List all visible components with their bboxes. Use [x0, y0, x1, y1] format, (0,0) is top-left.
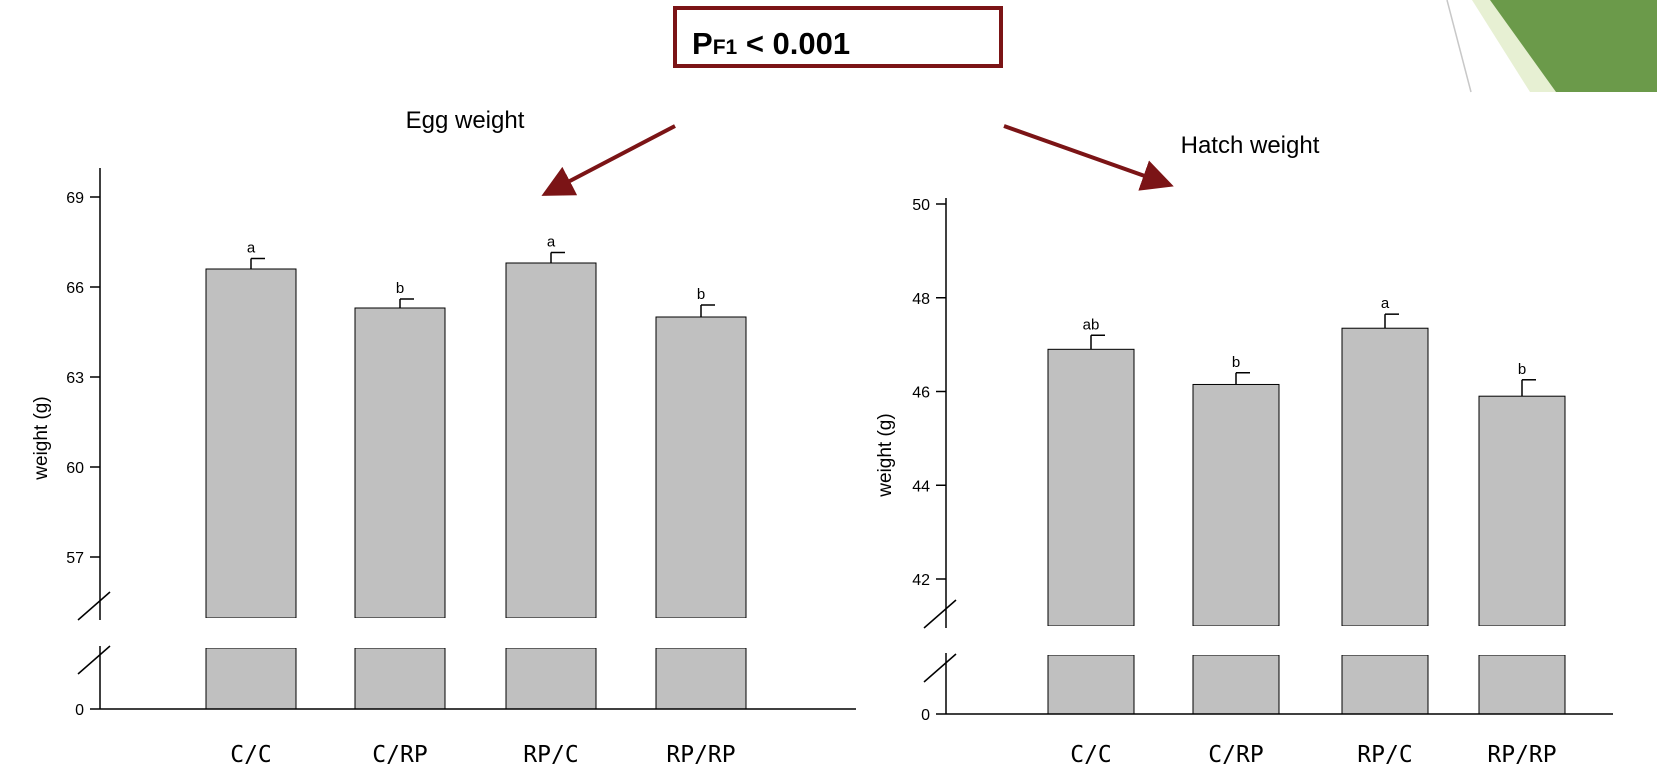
y-tick-label: 69 — [66, 190, 84, 207]
bar-lower-segment — [1341, 654, 1429, 715]
bar — [1047, 348, 1135, 627]
axis-break-mark — [77, 645, 111, 675]
bar — [655, 316, 747, 619]
y-tick-label: 50 — [912, 197, 930, 214]
y-tick-label: 66 — [66, 280, 84, 297]
bar-lower-segment — [354, 647, 446, 710]
bar — [505, 262, 597, 619]
bar — [1478, 395, 1566, 627]
significance-label: b — [1518, 361, 1526, 378]
y-axis-label: weight (g) — [875, 413, 896, 497]
p-value-box — [673, 6, 1003, 68]
p-value-label: PF1 < 0.001 — [692, 26, 850, 62]
bar — [354, 307, 446, 619]
axis-break-gap — [654, 618, 748, 648]
category-label: C/C — [1070, 742, 1112, 768]
axis-break-gap — [1046, 626, 1136, 655]
category-label: C/RP — [372, 742, 427, 768]
category-label: C/C — [230, 742, 272, 768]
category-label: RP/RP — [666, 742, 735, 768]
arrow-to-hatch-weight — [1003, 124, 1174, 191]
axis-break-gap — [1340, 626, 1430, 655]
category-label: RP/RP — [1487, 742, 1556, 768]
y-tick-label: 44 — [912, 478, 930, 495]
significance-label: a — [1381, 295, 1390, 312]
axis-break-gap — [353, 618, 447, 648]
chart-title: Egg weight — [406, 107, 525, 134]
axis-break-gap — [204, 618, 298, 648]
corner-divider-line — [1446, 0, 1472, 93]
bar — [1192, 383, 1280, 627]
p-subscript: F1 — [712, 36, 738, 59]
significance-label: b — [396, 280, 404, 297]
bar-lower-segment — [1192, 654, 1280, 715]
category-label: C/RP — [1208, 742, 1263, 768]
axis-break-mark — [77, 591, 111, 621]
bar-lower-segment — [205, 647, 297, 710]
y-tick-label: 42 — [912, 572, 930, 589]
bar-lower-segment — [1047, 654, 1135, 715]
y-tick-label: 0 — [75, 702, 84, 719]
y-axis-break-gap — [80, 620, 110, 646]
axis-break-gap — [504, 618, 598, 648]
y-tick-label: 60 — [66, 460, 84, 477]
significance-label: a — [547, 234, 556, 251]
bar-lower-segment — [505, 647, 597, 710]
egg-weight-chart: Egg weight weight (g) a C/C b C/RP a RP/C b RP/RP… — [31, 107, 856, 768]
bar — [1341, 327, 1429, 627]
category-label: RP/C — [523, 742, 578, 768]
y-tick-label: 46 — [912, 385, 930, 402]
chart-title: Hatch weight — [1181, 132, 1320, 159]
p-letter: P — [692, 26, 713, 61]
y-axis-label: weight (g) — [31, 396, 52, 480]
y-tick-label: 0 — [921, 707, 930, 724]
y-axis-break-gap — [926, 628, 956, 653]
category-label: RP/C — [1357, 742, 1412, 768]
axis-break-gap — [1477, 626, 1567, 655]
bar-lower-segment — [655, 647, 747, 710]
bar — [205, 268, 297, 619]
axis-break-mark — [923, 653, 957, 683]
significance-label: b — [697, 286, 705, 303]
significance-label: b — [1232, 354, 1240, 371]
p-value: < 0.001 — [737, 26, 851, 61]
arrow-to-egg-weight — [541, 124, 676, 196]
hatch-weight-chart: Hatch weight weight (g) ab C/C b C/RP a RP/C b RP… — [875, 132, 1613, 768]
y-tick-label: 48 — [912, 291, 930, 308]
y-tick-label: 57 — [66, 550, 84, 567]
axis-break-mark — [923, 599, 957, 629]
corner-green-shape — [1490, 0, 1657, 92]
significance-label: a — [247, 240, 256, 257]
significance-label: ab — [1083, 316, 1100, 333]
y-tick-label: 63 — [66, 370, 84, 387]
axis-break-gap — [1191, 626, 1281, 655]
bar-lower-segment — [1478, 654, 1566, 715]
